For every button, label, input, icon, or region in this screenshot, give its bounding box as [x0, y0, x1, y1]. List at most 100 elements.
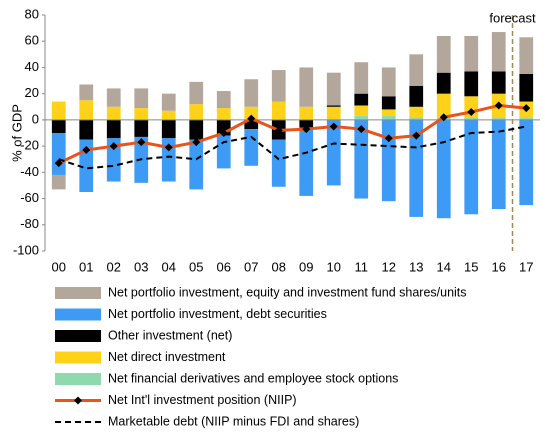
bar-segment	[244, 106, 259, 120]
line-marker	[164, 143, 173, 152]
y-tick-label: -80	[20, 216, 39, 231]
bar-segment	[189, 139, 204, 190]
x-tick-label: 05	[189, 259, 203, 274]
legend-label: Net portfolio investment, debt securitie…	[108, 307, 327, 321]
bar-segment	[51, 101, 66, 120]
bar-segment	[436, 35, 451, 73]
bar-segment	[519, 74, 534, 102]
legend-label: Other investment (net)	[108, 328, 232, 342]
line-marker	[247, 114, 256, 123]
bar-segment	[464, 119, 479, 215]
bar-segment	[326, 106, 341, 120]
bar-segment	[244, 119, 259, 130]
bar-segment	[519, 37, 534, 74]
bar-segment	[491, 117, 506, 120]
x-tick-label: 08	[272, 259, 286, 274]
x-tick-label: 00	[52, 259, 66, 274]
bar-segment	[299, 119, 314, 128]
y-tick-label: 40	[25, 59, 39, 74]
y-tick-label: 60	[25, 33, 39, 48]
bar-segment	[79, 84, 94, 101]
x-tick-label: 02	[107, 259, 121, 274]
x-tick-label: 10	[327, 259, 341, 274]
x-tick-label: 01	[79, 259, 93, 274]
bar-segment	[436, 72, 451, 94]
bar-segment	[491, 119, 506, 210]
line-marker	[357, 125, 366, 134]
legend-label: Net portfolio investment, equity and inv…	[108, 285, 467, 299]
bar-segment	[381, 109, 396, 116]
y-tick-label: 80	[25, 6, 39, 21]
bar-segment	[409, 117, 424, 120]
x-tick-label: 14	[437, 259, 451, 274]
line-marker	[467, 108, 476, 117]
bar-segment	[409, 54, 424, 86]
x-tick-label: 13	[409, 259, 423, 274]
bar-segment	[299, 67, 314, 107]
line-marker	[329, 122, 338, 131]
line-marker	[192, 138, 201, 147]
y-tick-label: -100	[13, 242, 39, 257]
bar-segment	[354, 105, 369, 116]
y-tick-label: -60	[20, 190, 39, 205]
bar-segment	[244, 129, 259, 166]
x-tick-label: 15	[464, 259, 478, 274]
legend-swatch	[55, 373, 101, 385]
legend-swatch	[55, 330, 101, 342]
x-tick-label: 03	[134, 259, 148, 274]
legend-label: Net direct investment	[108, 350, 226, 364]
bar-segment	[464, 117, 479, 120]
legend-swatch	[55, 287, 101, 299]
line-marker	[274, 126, 283, 135]
bar-segment	[299, 127, 314, 196]
bar-segment	[79, 119, 94, 140]
y-tick-label: 20	[25, 85, 39, 100]
bar-segment	[51, 119, 66, 133]
x-tick-label: 16	[492, 259, 506, 274]
bar-segment	[326, 105, 341, 107]
x-tick-label: 09	[299, 259, 313, 274]
line-marker	[439, 113, 448, 122]
bar-segment	[216, 108, 231, 120]
legend-swatch	[55, 351, 101, 364]
bar-segment	[491, 32, 506, 72]
x-tick-label: 12	[382, 259, 396, 274]
bar-segment	[271, 101, 286, 120]
bar-segment	[491, 71, 506, 94]
legend-label: Marketable debt (NIIP minus FDI and shar…	[108, 414, 359, 428]
bar-segment	[381, 67, 396, 97]
bar-segment	[134, 88, 149, 109]
bar-segment	[161, 110, 176, 120]
line-marker	[412, 131, 421, 140]
bar-segment	[519, 119, 534, 206]
bar-segment	[381, 119, 396, 202]
line-series	[58, 103, 527, 165]
bar-segment	[299, 106, 314, 120]
bar-segment	[409, 85, 424, 107]
bar-segment	[189, 81, 204, 105]
legend-swatch	[55, 308, 101, 321]
bar-segment	[51, 133, 66, 175]
bar-segment	[79, 100, 94, 120]
x-tick-label: 11	[355, 259, 369, 274]
bar-segment	[409, 119, 424, 217]
bar-segment	[271, 139, 286, 187]
bar-segment	[106, 106, 121, 120]
x-tick-label: 06	[217, 259, 231, 274]
y-tick-label: -20	[20, 138, 39, 153]
bar-segment	[189, 104, 204, 120]
line-marker	[494, 101, 503, 110]
bar-segment	[436, 119, 451, 219]
legend-label: Net Int'l investment position (NIIP)	[108, 393, 297, 407]
bar-segment	[161, 138, 176, 182]
bar-segment	[436, 93, 451, 118]
line-marker	[219, 129, 228, 137]
x-tick-label: 04	[162, 259, 176, 274]
bar-segment	[354, 119, 369, 199]
line-marker	[302, 125, 311, 134]
x-tick-label: 07	[244, 259, 258, 274]
legend-label: Net financial derivatives and employee s…	[108, 371, 398, 385]
line-marker	[54, 159, 63, 168]
bar-segment	[464, 35, 479, 72]
bar-segment	[161, 119, 176, 139]
